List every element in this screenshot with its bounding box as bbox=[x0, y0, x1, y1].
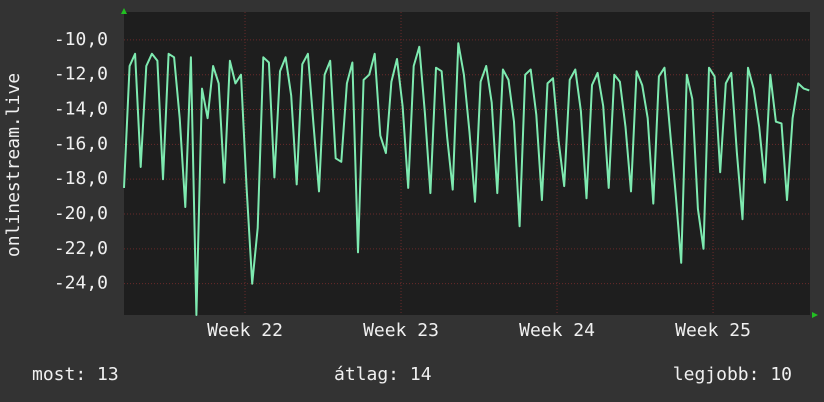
footer-best: legjobb: 10 bbox=[673, 364, 792, 385]
axis-arrow bbox=[812, 312, 818, 318]
plot-area bbox=[124, 12, 810, 315]
y-tick-label: -20,0 bbox=[54, 203, 108, 224]
y-tick-label: -10,0 bbox=[54, 29, 108, 50]
y-tick-label: -22,0 bbox=[54, 238, 108, 259]
y-tick-label: -16,0 bbox=[54, 133, 108, 154]
x-tick-label: Week 22 bbox=[207, 320, 283, 341]
data-line bbox=[123, 42, 810, 316]
footer-current: most: 13 bbox=[32, 364, 119, 385]
y-axis-label: onlinestream.live bbox=[3, 73, 24, 257]
y-tick-label: -12,0 bbox=[54, 64, 108, 85]
x-tick-label: Week 24 bbox=[519, 320, 595, 341]
y-tick-label: -24,0 bbox=[54, 273, 108, 294]
axis-arrow bbox=[121, 8, 127, 14]
footer-average: átlag: 14 bbox=[334, 364, 432, 385]
x-tick-label: Week 25 bbox=[675, 320, 751, 341]
y-tick-label: -14,0 bbox=[54, 99, 108, 120]
x-tick-label: Week 23 bbox=[363, 320, 439, 341]
y-tick-label: -18,0 bbox=[54, 168, 108, 189]
